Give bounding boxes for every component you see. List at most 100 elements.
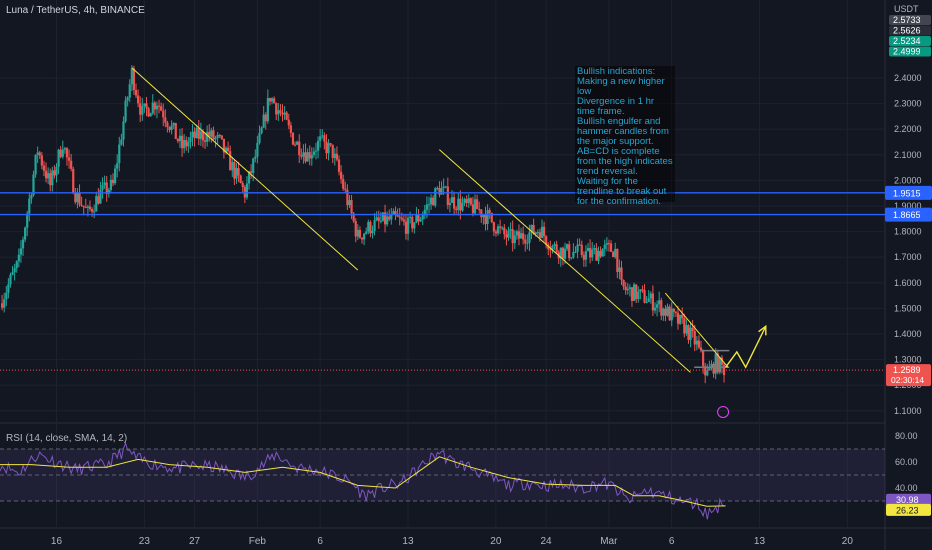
candle-body: [245, 183, 249, 198]
candle-body: [655, 304, 659, 308]
candle-body: [404, 221, 408, 234]
rsi-value-label: 30.98: [896, 495, 919, 505]
candle-body: [471, 204, 475, 214]
candle-body: [306, 152, 309, 162]
candle-body: [473, 199, 477, 214]
candle-body: [214, 137, 217, 140]
candle-body: [524, 239, 527, 244]
candle-body: [559, 247, 562, 259]
candle-body: [101, 185, 104, 190]
candle-body: [51, 170, 54, 186]
time-tick-label: 24: [541, 536, 553, 547]
candle-body: [304, 152, 307, 162]
candle-body: [130, 68, 133, 85]
candle-body: [658, 300, 661, 305]
currency-label: USDT: [894, 4, 919, 14]
candle-body: [174, 122, 177, 139]
candle-body: [116, 163, 119, 169]
candle-body: [63, 148, 66, 150]
candle-body: [561, 247, 565, 259]
annotation-line: Divergence in 1 hr time frame.: [577, 96, 655, 117]
candle-body: [210, 130, 213, 137]
candle-body: [379, 220, 382, 222]
level-price-label: 1.9515: [893, 188, 921, 198]
annotation-line: AB=CD is complete from the high indicate…: [577, 146, 673, 177]
candle-body: [258, 133, 261, 143]
candle-body: [316, 140, 320, 151]
last-price-badge: [886, 364, 931, 387]
rsi-sma-badge: [886, 503, 931, 516]
projection-arrowhead: [758, 324, 767, 336]
candle-body: [722, 364, 726, 376]
candle-body: [668, 306, 671, 321]
candle-body: [496, 226, 500, 234]
candle-body: [298, 141, 301, 156]
candle-body: [396, 214, 399, 217]
rsi-sma-line: [0, 456, 726, 507]
candle-body: [664, 308, 667, 316]
candle-body: [314, 150, 318, 152]
candle-body: [718, 357, 721, 373]
candle-body: [145, 103, 148, 109]
candle-body: [584, 251, 588, 260]
annotation-line: Bullish engulfer and hammer candles from…: [577, 116, 669, 147]
candle-body: [40, 155, 43, 166]
candle-body: [275, 103, 278, 115]
candle-body: [70, 160, 73, 169]
candle-body: [206, 131, 209, 142]
candle-body: [662, 308, 665, 316]
time-tick-label: 13: [754, 536, 766, 547]
candle-body: [82, 205, 85, 208]
candle-body: [612, 251, 615, 258]
candles: [0, 65, 726, 384]
candle-body: [195, 127, 198, 138]
candle-body: [176, 138, 179, 142]
candle-body: [335, 153, 339, 160]
candle-body: [440, 188, 443, 195]
candle-body: [348, 200, 351, 206]
candle-body: [465, 199, 468, 203]
candle-body: [237, 168, 240, 176]
candle-body: [247, 171, 251, 184]
candle-body: [360, 237, 364, 240]
trendline: [131, 67, 359, 271]
rsi-sma-label: 26.23: [896, 505, 919, 515]
time-tick-label: 20: [842, 536, 854, 547]
candle-body: [65, 148, 69, 158]
candle-body: [599, 250, 602, 257]
candle-body: [649, 293, 652, 299]
candle-body: [93, 211, 96, 213]
candle-body: [111, 179, 115, 184]
candle-body: [9, 274, 12, 285]
candle-body: [622, 279, 625, 287]
candle-body: [49, 173, 52, 186]
candle-body: [685, 325, 688, 334]
candle-body: [168, 127, 171, 131]
candle-body: [44, 170, 48, 179]
candle-body: [691, 327, 694, 332]
candle-body: [266, 98, 269, 122]
candle-body: [268, 98, 272, 102]
candle-body: [402, 219, 405, 222]
candle-body: [141, 106, 144, 115]
candle-body: [593, 248, 596, 250]
candle-body: [256, 142, 259, 157]
candle-body: [312, 151, 315, 155]
candle-body: [218, 134, 221, 136]
candle-body: [273, 98, 276, 104]
rsi-tick-label: 60.00: [895, 457, 918, 467]
candle-body: [526, 242, 529, 244]
candle-body: [565, 244, 569, 249]
candle-body: [147, 108, 150, 117]
candle-body: [626, 288, 629, 291]
projection-path: [725, 326, 767, 369]
candle-body: [547, 244, 550, 250]
level-price-badge: [885, 207, 932, 222]
candle-body: [180, 135, 184, 149]
chart-title: Luna / TetherUS, 4h, BINANCE: [6, 5, 145, 16]
candle-body: [511, 229, 514, 244]
annotation-note[interactable]: Bullish indications: Making a new higher…: [575, 66, 675, 207]
candle-body: [442, 186, 445, 189]
candle-body: [716, 353, 719, 373]
